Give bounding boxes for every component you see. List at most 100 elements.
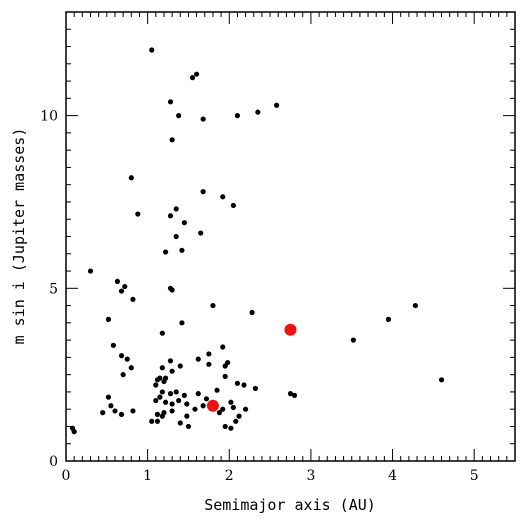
planet-point: [114, 278, 121, 284]
planet-point: [159, 365, 165, 371]
planet-point: [222, 373, 228, 379]
planet-point: [214, 387, 220, 393]
planet-point: [128, 175, 134, 181]
planet-point: [149, 47, 155, 53]
planet-point: [128, 365, 134, 371]
planet-point: [157, 394, 163, 400]
x-tick-label: 2: [225, 468, 234, 484]
highlight-point: [206, 399, 219, 412]
y-axis-label: m sin i (Jupiter masses): [10, 128, 28, 345]
planet-point: [108, 403, 114, 409]
planet-point: [233, 418, 239, 424]
x-tick-label: 4: [388, 468, 397, 484]
planet-point: [105, 394, 112, 400]
planet-point: [385, 316, 392, 322]
axis-ticks: [65, 11, 516, 462]
planet-point: [71, 429, 77, 435]
planet-point: [234, 113, 241, 119]
planet-point: [200, 116, 206, 122]
planet-point: [177, 363, 183, 369]
planet-point: [228, 425, 234, 431]
planet-point: [162, 249, 169, 255]
planet-point: [153, 382, 159, 388]
planet-point: [203, 396, 210, 402]
planet-point: [184, 413, 190, 419]
planet-point: [154, 411, 161, 417]
planet-point: [234, 380, 241, 386]
planet-point: [181, 220, 187, 226]
planet-point: [192, 406, 198, 412]
planet-point: [169, 368, 175, 374]
planet-point: [220, 406, 226, 412]
y-tick-label: 10: [40, 109, 58, 125]
planet-point: [225, 359, 231, 366]
planet-point: [195, 391, 201, 397]
planet-point: [149, 418, 155, 424]
planet-point: [154, 418, 161, 424]
planet-point: [194, 71, 200, 77]
planet-point: [169, 137, 175, 143]
planet-point: [274, 102, 280, 108]
planet-point: [179, 247, 185, 253]
planet-point: [176, 397, 182, 404]
planet-point: [252, 385, 258, 392]
planet-point: [236, 413, 242, 419]
planet-point: [228, 399, 234, 405]
planet-point: [206, 351, 212, 357]
planet-point: [167, 213, 174, 219]
planet-point: [177, 420, 183, 426]
planet-point: [185, 423, 192, 430]
planet-point: [167, 391, 174, 397]
planet-point: [110, 342, 116, 348]
planet-point: [176, 113, 182, 119]
planet-point: [195, 356, 201, 362]
planet-point: [130, 408, 136, 414]
planet-point: [157, 375, 163, 381]
planet-point: [122, 283, 128, 290]
planet-point: [118, 288, 125, 294]
planet-point: [100, 410, 106, 416]
data-points: [69, 47, 445, 435]
planet-point: [173, 233, 179, 240]
planet-point: [112, 408, 118, 414]
planet-point: [118, 353, 125, 359]
planet-point: [210, 302, 216, 309]
x-tick-label: 0: [62, 468, 71, 484]
planet-point: [105, 316, 112, 322]
planet-point: [291, 392, 298, 398]
planet-point: [200, 403, 206, 409]
planet-point: [206, 361, 212, 367]
planet-point: [230, 404, 236, 411]
x-tick-label: 5: [470, 468, 479, 484]
planet-point: [241, 382, 247, 388]
planet-point: [243, 406, 249, 412]
planet-point: [159, 330, 165, 336]
y-tick-label: 0: [49, 454, 58, 470]
planet-point: [189, 75, 196, 81]
x-axis-label: Semimajor axis (AU): [204, 496, 376, 514]
planet-point: [120, 372, 126, 378]
planet-point: [184, 401, 190, 407]
planet-point: [159, 389, 165, 395]
highlight-point: [284, 323, 297, 336]
planet-point: [216, 410, 223, 416]
planet-point: [438, 377, 445, 383]
planet-point: [159, 413, 165, 419]
planet-point: [222, 423, 228, 430]
tick-labels: 0 1 2 3 4 5 0 5 10: [40, 109, 478, 484]
planet-point: [220, 194, 226, 200]
planet-point: [220, 344, 226, 350]
planet-point: [173, 389, 179, 395]
planet-point: [200, 189, 206, 195]
planet-point: [130, 296, 136, 302]
planet-point: [173, 206, 179, 212]
planet-point: [135, 211, 141, 217]
x-tick-label: 1: [143, 468, 152, 484]
planet-point: [255, 109, 261, 115]
y-tick-label: 5: [49, 281, 58, 297]
x-tick-label: 3: [306, 468, 315, 484]
planet-point: [167, 99, 174, 105]
planet-point: [169, 401, 175, 407]
planet-point: [198, 230, 204, 236]
